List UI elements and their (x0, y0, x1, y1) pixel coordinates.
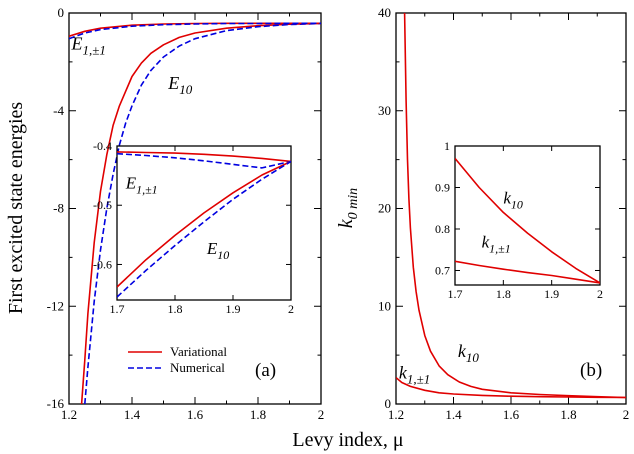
panel-label: (b) (580, 360, 602, 381)
series-line-variational-E10 (117, 160, 291, 288)
x-tick-label: 1.6 (187, 407, 204, 422)
curve-annotation: k10 (503, 188, 523, 211)
x-tick-label: 1.6 (503, 407, 520, 422)
curve-annotation: k1,±1 (399, 363, 430, 387)
y-axis-title: k0 min (335, 188, 361, 228)
y-tick-label: 0 (58, 5, 65, 20)
curve-annotation: E10 (206, 239, 229, 262)
y-tick-label: 30 (378, 103, 391, 118)
y-tick-label: 0 (385, 396, 392, 411)
curve-annotation: E1,±1 (71, 34, 106, 58)
y-tick-label: 0.7 (435, 263, 450, 277)
curve-annotation: k1,±1 (482, 233, 511, 256)
y-tick-label: -0.4 (93, 139, 112, 153)
x-tick-label: 2 (623, 407, 630, 422)
y-tick-label: 10 (378, 298, 391, 313)
inset-a: 1.7 1.8 1.9 2 -0.6 -0.5 -0.4 E1,±1 E10 (93, 139, 294, 316)
series-group (396, 13, 626, 399)
series-line-variational-E10 (80, 22, 321, 404)
x-tick-label: 1.7 (448, 287, 463, 301)
series-group (69, 22, 321, 404)
x-tick-label: 1.7 (110, 302, 125, 316)
y-tick-label: -0.6 (93, 257, 112, 271)
x-tick-label: 1.8 (496, 287, 511, 301)
x-tick-label: 1.8 (168, 302, 183, 316)
series-line-numerical-E11 (69, 22, 321, 40)
x-tick-label: 1.4 (445, 407, 462, 422)
y-tick-label: 20 (378, 201, 391, 216)
x-tick-label: 1.8 (560, 407, 576, 422)
y-tick-label: 1 (444, 139, 450, 153)
legend-label: Variational (170, 344, 227, 359)
inset-b: 1.7 1.8 1.9 2 0.7 0.8 0.9 1 k10 k1,±1 (435, 139, 603, 301)
y-tick-label: -4 (53, 103, 64, 118)
y-tick-label: 0.8 (435, 222, 450, 236)
panel-a: 1.2 1.4 1.6 1.8 2 -16 -12 -8 -4 0 E1,±1 E10 First ex… (5, 5, 324, 422)
x-tick-label: 1.2 (388, 407, 404, 422)
series-line-variational-E11 (117, 151, 291, 163)
series-line-variational-k11 (396, 376, 626, 399)
legend-label: Numerical (170, 360, 225, 375)
curve-annotation: E10 (167, 73, 193, 97)
x-tick-label: 2 (288, 302, 294, 316)
series-line-variational-k11 (455, 260, 600, 284)
y-axis-title: First excited state energies (5, 102, 27, 315)
x-axis-title: Levy index, μ (292, 429, 403, 451)
x-tick-label: 1.8 (250, 407, 266, 422)
series-line-variational-k10 (403, 13, 626, 399)
x-tick-label: 2 (318, 407, 325, 422)
y-tick-label: -8 (53, 201, 64, 216)
y-tick-label: -12 (47, 298, 64, 313)
series-line-numerical-E11 (117, 152, 291, 169)
y-tick-label: 40 (378, 5, 391, 20)
x-tick-label: 1.4 (124, 407, 141, 422)
x-tick-label: 2 (597, 287, 603, 301)
series-group (455, 157, 600, 284)
inset-plot-frame (454, 145, 601, 286)
panel-label: (a) (255, 360, 276, 381)
inset-plot-frame (116, 145, 292, 301)
y-tick-label: -16 (47, 396, 65, 411)
curve-annotation: k10 (458, 341, 480, 365)
series-group (117, 151, 291, 298)
curve-annotation: E1,±1 (125, 174, 158, 197)
series-line-numerical-E10 (84, 22, 321, 404)
x-tick-label: 1.2 (61, 407, 77, 422)
series-line-numerical-E10 (117, 160, 291, 298)
x-tick-label: 1.9 (226, 302, 241, 316)
y-tick-label: -0.5 (93, 198, 112, 212)
x-tick-label: 1.9 (544, 287, 559, 301)
series-line-variational-k10 (455, 157, 600, 284)
y-tick-label: 0.9 (435, 180, 450, 194)
